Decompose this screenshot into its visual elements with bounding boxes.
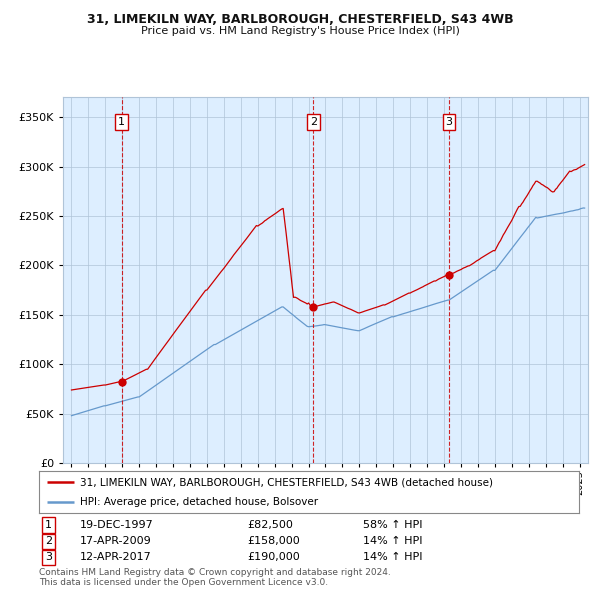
Text: Contains HM Land Registry data © Crown copyright and database right 2024.
This d: Contains HM Land Registry data © Crown c… [39, 568, 391, 587]
Text: 58% ↑ HPI: 58% ↑ HPI [363, 520, 422, 530]
Text: £158,000: £158,000 [247, 536, 299, 546]
Text: £190,000: £190,000 [247, 552, 299, 562]
Text: 12-APR-2017: 12-APR-2017 [79, 552, 151, 562]
Text: 14% ↑ HPI: 14% ↑ HPI [363, 552, 422, 562]
Text: Price paid vs. HM Land Registry's House Price Index (HPI): Price paid vs. HM Land Registry's House … [140, 26, 460, 36]
Text: 3: 3 [445, 117, 452, 127]
Text: 2: 2 [310, 117, 317, 127]
Text: 14% ↑ HPI: 14% ↑ HPI [363, 536, 422, 546]
Text: 19-DEC-1997: 19-DEC-1997 [79, 520, 153, 530]
Text: HPI: Average price, detached house, Bolsover: HPI: Average price, detached house, Bols… [79, 497, 317, 507]
Text: 2: 2 [45, 536, 52, 546]
Text: £82,500: £82,500 [247, 520, 293, 530]
Text: 1: 1 [118, 117, 125, 127]
Text: 17-APR-2009: 17-APR-2009 [79, 536, 151, 546]
Text: 3: 3 [45, 552, 52, 562]
Text: 31, LIMEKILN WAY, BARLBOROUGH, CHESTERFIELD, S43 4WB: 31, LIMEKILN WAY, BARLBOROUGH, CHESTERFI… [86, 13, 514, 26]
Text: 1: 1 [45, 520, 52, 530]
Text: 31, LIMEKILN WAY, BARLBOROUGH, CHESTERFIELD, S43 4WB (detached house): 31, LIMEKILN WAY, BARLBOROUGH, CHESTERFI… [79, 477, 493, 487]
